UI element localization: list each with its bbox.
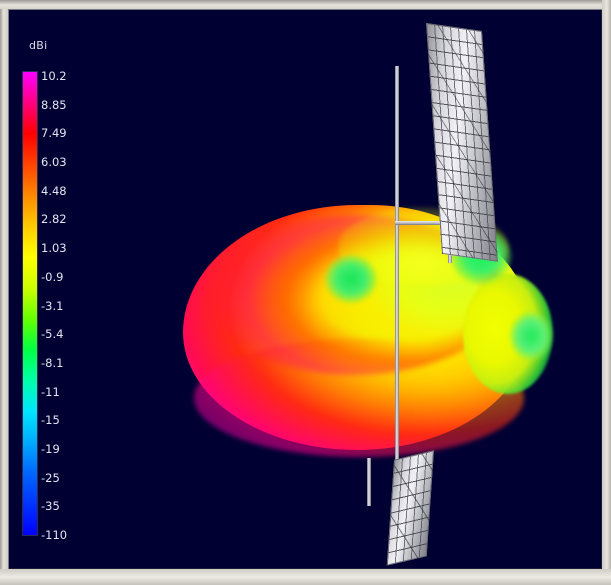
colorbar-tick-8: -3.1 (41, 298, 64, 313)
colorbar-tick-2: 7.49 (41, 126, 67, 141)
window-frame-right (602, 0, 611, 585)
panel-diagonal-struts-lower (386, 450, 434, 566)
colorbar-tick-13: -19 (41, 441, 60, 456)
solar-panel-lower (386, 450, 434, 566)
gain-colorbar[interactable]: dBi 10.2 8.85 7.49 6.03 4.48 2.82 1.03 -0.9 -3.1… (15, 39, 81, 541)
colorbar-tick-1: 8.85 (41, 97, 67, 112)
radiation-pattern-lobe[interactable] (8, 9, 602, 569)
colorbar-tick-9: -5.4 (41, 327, 64, 342)
colorbar-tick-labels: 10.2 8.85 7.49 6.03 4.48 2.82 1.03 -0.9 -3.1 -5.4… (41, 63, 85, 543)
antenna-boom-lower-icon (367, 458, 371, 506)
colorbar-tick-0: 10.2 (41, 69, 67, 83)
colorbar-tick-5: 2.82 (41, 212, 67, 227)
window-frame-top (0, 0, 611, 9)
colorbar-tick-15: -35 (41, 499, 60, 514)
colorbar-gradient (22, 71, 38, 536)
antenna-boom-crossbar-icon (395, 221, 451, 225)
colorbar-tick-4: 4.48 (41, 183, 67, 198)
window-frame-left (0, 0, 8, 585)
colorbar-tick-14: -25 (41, 470, 60, 485)
pattern-null-right-side (510, 312, 552, 360)
colorbar-tick-3: 6.03 (41, 155, 67, 170)
colorbar-tick-7: -0.9 (41, 269, 64, 284)
3d-viewport[interactable]: dBi 10.2 8.85 7.49 6.03 4.48 2.82 1.03 -0.9 -3.1… (8, 9, 602, 569)
colorbar-tick-6: 1.03 (41, 241, 67, 256)
colorbar-tick-11: -11 (41, 384, 60, 399)
antenna-boom-vertical-icon (395, 66, 399, 498)
colorbar-units-label: dBi (29, 39, 48, 52)
colorbar-tick-10: -8.1 (41, 355, 64, 370)
colorbar-tick-12: -15 (41, 413, 60, 428)
colorbar-tick-16: -110 (41, 528, 68, 542)
window-frame-bottom (0, 569, 611, 585)
pattern-null-upper-left (325, 255, 377, 303)
